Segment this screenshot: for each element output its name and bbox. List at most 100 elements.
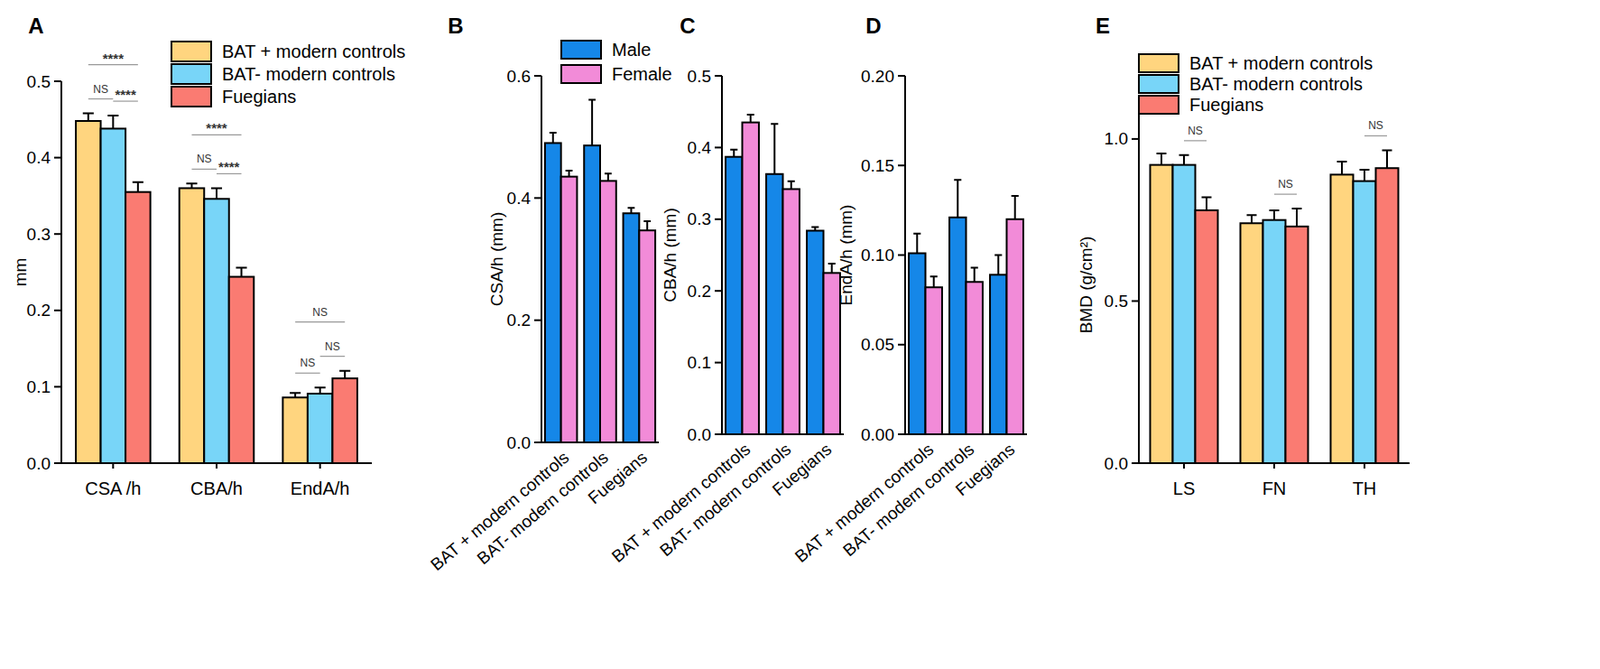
panel-letter: D — [865, 13, 881, 38]
x-tick-label: CBA/h — [190, 478, 243, 499]
comparison-label: NS — [92, 83, 109, 96]
bar — [282, 397, 308, 463]
error-bar — [289, 392, 301, 398]
y-tick-label: 0.00 — [860, 425, 895, 444]
bar — [229, 277, 255, 463]
x-tick-label: TH — [1352, 478, 1378, 499]
comparison-line — [320, 355, 346, 357]
marks — [75, 113, 358, 463]
error-bar — [1269, 210, 1280, 221]
comparison-line — [295, 372, 321, 374]
comparison-line — [295, 321, 345, 323]
y-tick-label: 0.5 — [1104, 291, 1129, 311]
bar — [623, 212, 640, 443]
error-bar — [235, 267, 247, 277]
panel-letter: A — [27, 13, 44, 38]
marks — [1150, 149, 1399, 463]
bar — [545, 142, 562, 443]
y-tick-label: 0.0 — [507, 433, 531, 453]
y-axis — [540, 75, 543, 443]
legend-label: BAT + modern controls — [221, 41, 406, 62]
marks — [908, 179, 1024, 435]
bar — [1007, 219, 1024, 435]
y-tick — [54, 80, 62, 83]
legend-label: BAT + modern controls — [1189, 53, 1373, 74]
y-tick — [714, 361, 722, 364]
panel-letter: C — [679, 13, 695, 38]
x-tick-label: Fuegians — [768, 439, 835, 500]
error-bar — [132, 182, 144, 193]
bar — [1150, 165, 1174, 463]
legend-label: BAT- modern controls — [221, 64, 396, 84]
y-tick-label: 0.2 — [27, 300, 51, 320]
error-bar — [1179, 155, 1190, 166]
bar — [638, 230, 656, 443]
comparison-label: NS — [312, 305, 328, 319]
y-tick — [897, 433, 906, 435]
legend: MaleFemale — [561, 39, 673, 84]
y-tick — [714, 289, 722, 292]
x-tick-label: BAT- modern controls — [656, 439, 795, 560]
marks — [725, 114, 841, 435]
error-bar — [828, 263, 836, 273]
legend-label: Female — [611, 64, 673, 84]
y-tick — [714, 146, 722, 148]
y-tick — [54, 157, 62, 159]
y-tick-label: 0.05 — [860, 334, 895, 354]
x-tick — [1273, 462, 1276, 469]
y-tick-label: 0.5 — [687, 66, 712, 86]
bar — [179, 187, 205, 463]
x-tick-label: CSA /h — [84, 478, 141, 499]
y-tick — [54, 232, 62, 235]
comparison-label: NS — [1187, 124, 1203, 138]
comparison-line — [191, 168, 217, 170]
bar — [766, 174, 783, 435]
y-tick — [714, 218, 722, 221]
marks — [545, 99, 656, 443]
legend: BAT + modern controlsBAT- modern control… — [1138, 53, 1373, 115]
error-bar — [1247, 214, 1258, 223]
y-tick-label: 0.1 — [27, 377, 51, 397]
error-bar — [747, 114, 755, 123]
panel: Amm0.00.10.20.30.40.5CSA /hCBA/hEndA/hNS… — [10, 13, 407, 500]
legend-swatch — [561, 40, 602, 59]
y-axis-label: BMD (g/cm²) — [1076, 236, 1096, 334]
panel: CCBA/h (mm)0.00.10.20.30.40.5BAT + moder… — [608, 13, 844, 567]
bar — [1240, 222, 1264, 463]
y-tick-label: 0.2 — [507, 310, 531, 330]
y-tick-label: 0.20 — [860, 66, 895, 86]
y-axis — [60, 81, 63, 463]
bar — [600, 180, 617, 443]
x-tick — [1183, 462, 1185, 469]
y-axis — [721, 75, 723, 435]
error-bar — [1337, 161, 1348, 175]
bar — [125, 192, 151, 463]
error-bar — [628, 207, 636, 213]
error-bar — [1202, 197, 1212, 211]
x-tick-label: Fuegians — [584, 447, 651, 508]
x-tick-label: Fuegians — [952, 439, 1018, 500]
y-tick — [54, 309, 62, 312]
y-tick — [534, 441, 542, 444]
error-bar — [1359, 169, 1370, 182]
error-bar — [770, 123, 778, 175]
error-bar — [549, 132, 557, 144]
error-bar — [930, 276, 938, 287]
comparison-line — [1274, 194, 1297, 195]
y-tick — [1131, 299, 1139, 302]
legend-swatch — [1138, 74, 1179, 93]
comparison-line — [1183, 139, 1207, 141]
bar — [101, 128, 127, 463]
y-axis-label: mm — [10, 258, 30, 287]
legend-swatch — [1138, 54, 1179, 73]
bar — [1331, 174, 1354, 463]
y-tick — [534, 196, 542, 199]
bar — [203, 198, 230, 463]
error-bar — [1292, 208, 1303, 227]
y-tick-label: 0.3 — [27, 224, 51, 244]
bar — [1353, 181, 1377, 463]
bar — [742, 122, 759, 435]
comparison-line — [1364, 135, 1388, 137]
error-bar — [1382, 149, 1393, 168]
error-bar — [107, 115, 119, 129]
